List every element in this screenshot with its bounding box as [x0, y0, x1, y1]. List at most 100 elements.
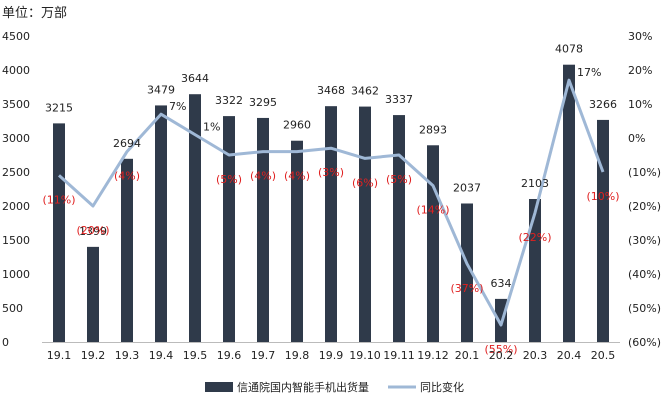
yoy-line-group	[57, 78, 605, 327]
bar-value-label: 4078	[555, 43, 583, 56]
yoy-value-label: 17%	[577, 66, 601, 79]
bar-value-label: 2694	[113, 137, 141, 150]
yoy-value-label: (4%)	[250, 170, 276, 183]
left-axis-tick: 2500	[2, 166, 30, 179]
yoy-value-labels: (11%) (20%) (4%) 7% 1% (5%) (4%) (4%) (3%) (6%) (5…	[42, 66, 619, 356]
bar	[563, 64, 575, 343]
bar	[223, 116, 235, 342]
yoy-value-label: (22%)	[518, 231, 551, 244]
bar	[393, 115, 405, 342]
left-axis-tick: 1000	[2, 268, 30, 281]
x-axis-tick: 20.4	[557, 349, 582, 362]
legend-bar-swatch	[205, 382, 233, 392]
yoy-value-label: (37%)	[450, 282, 483, 295]
left-axis-tick: 3500	[2, 98, 30, 111]
bar	[121, 158, 133, 342]
bar	[597, 119, 609, 342]
x-axis-tick: 19.8	[285, 349, 310, 362]
bar-value-label: 634	[491, 277, 512, 290]
x-axis-tick: 19.12	[417, 349, 449, 362]
x-axis-tick: 19.9	[319, 349, 344, 362]
x-axis-tick: 19.5	[183, 349, 208, 362]
x-axis-tick: 19.7	[251, 349, 276, 362]
yoy-value-label: (14%)	[416, 204, 449, 217]
legend-bar-label: 信通院国内智能手机出货量	[237, 380, 369, 394]
right-axis-ticks: (60%) (50%) (40%) (30%) (20%) (10%) 0% 10% 20% 30…	[628, 30, 661, 349]
bar-value-label: 2037	[453, 181, 481, 194]
bar	[155, 105, 167, 342]
bar	[189, 94, 201, 342]
right-axis-tick: 30%	[628, 30, 652, 43]
right-axis-tick: 10%	[628, 98, 652, 111]
bar	[257, 117, 269, 342]
right-axis-tick: (50%)	[628, 302, 661, 315]
x-axis-tick: 19.11	[383, 349, 415, 362]
yoy-value-label: (5%)	[216, 173, 242, 186]
yoy-value-label: (6%)	[352, 176, 378, 189]
bar-value-label: 3266	[589, 98, 617, 111]
yoy-value-label: (4%)	[114, 170, 140, 183]
unit-label: 单位：万部	[2, 6, 67, 21]
bar-value-label: 3479	[147, 83, 175, 96]
bar-value-label: 3322	[215, 94, 243, 107]
bar-value-label: 1399	[79, 225, 107, 238]
left-axis-tick: 3000	[2, 132, 30, 145]
x-axis-tick: 19.10	[349, 349, 381, 362]
x-axis-tick: 19.4	[149, 349, 174, 362]
bar	[291, 140, 303, 342]
bar	[359, 106, 371, 342]
bar-value-label: 3468	[317, 84, 345, 97]
left-axis-tick: 500	[2, 302, 23, 315]
right-axis-tick: 20%	[628, 64, 652, 77]
left-axis-tick: 2000	[2, 200, 30, 213]
x-axis-tick: 20.2	[489, 349, 514, 362]
right-axis-tick: (60%)	[628, 336, 661, 349]
bars	[53, 64, 609, 343]
x-axis-tick: 20.5	[591, 349, 616, 362]
yoy-value-label: (10%)	[586, 190, 619, 203]
bar-value-labels: 3215 1399 2694 3479 3644 3322 3295 2960 3468 3462…	[45, 43, 617, 290]
bar-value-label: 3295	[249, 96, 277, 109]
bar-value-label: 2103	[521, 177, 549, 190]
bar	[427, 145, 439, 342]
left-axis-tick: 1500	[2, 234, 30, 247]
bar-value-label: 3462	[351, 85, 379, 98]
yoy-value-label: (11%)	[42, 193, 75, 206]
x-axis-tick: 19.6	[217, 349, 242, 362]
right-axis-tick: (10%)	[628, 166, 661, 179]
bar-value-label: 3644	[181, 72, 209, 85]
legend-line-label: 同比变化	[420, 380, 464, 394]
left-axis-tick: 4000	[2, 64, 30, 77]
x-axis-tick: 19.3	[115, 349, 140, 362]
right-axis-tick: (40%)	[628, 268, 661, 281]
yoy-value-label: (4%)	[284, 170, 310, 183]
bar	[87, 246, 99, 342]
yoy-line	[57, 78, 605, 327]
left-axis-tick: 4500	[2, 30, 30, 43]
legend: 信通院国内智能手机出货量 同比变化	[205, 380, 464, 394]
x-axis-tick: 20.3	[523, 349, 548, 362]
bar-value-label: 3215	[45, 101, 73, 114]
yoy-value-label: 7%	[169, 100, 186, 113]
x-axis-tick: 20.1	[455, 349, 480, 362]
right-axis-tick: 0%	[628, 132, 645, 145]
left-axis-ticks: 0 500 1000 1500 2000 2500 3000 3500 4000 4500	[2, 30, 30, 349]
bar	[325, 106, 337, 343]
bar-value-label: 2960	[283, 119, 311, 132]
yoy-value-label: (3%)	[318, 166, 344, 179]
bar	[53, 123, 65, 342]
bar-value-label: 2893	[419, 123, 447, 136]
right-axis-tick: (30%)	[628, 234, 661, 247]
left-axis-tick: 0	[2, 336, 9, 349]
yoy-value-label: 1%	[203, 121, 220, 134]
bar	[461, 203, 473, 342]
yoy-value-label: (5%)	[386, 173, 412, 186]
right-axis-tick: (20%)	[628, 200, 661, 213]
x-axis-ticks: 19.1 19.2 19.3 19.4 19.5 19.6 19.7 19.8 19.9 19.1…	[47, 349, 616, 362]
bar-value-label: 3337	[385, 93, 413, 106]
x-axis-tick: 19.1	[47, 349, 72, 362]
yoy-value-label: (20%)	[76, 224, 109, 237]
bar	[529, 198, 541, 342]
